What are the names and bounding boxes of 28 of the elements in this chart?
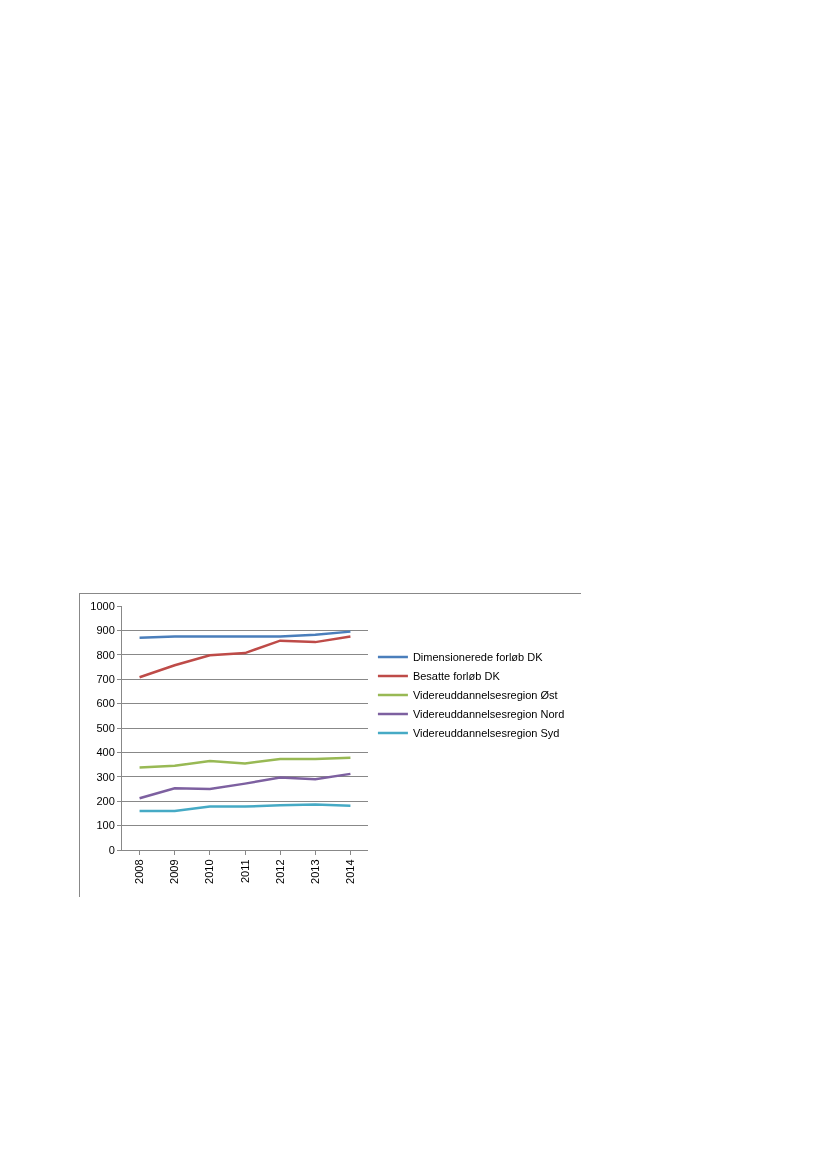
x-tick-label: 2013 <box>308 859 321 884</box>
legend-label: Videreuddannelsesregion Nord <box>412 708 565 721</box>
legend-label: Dimensionerede forløb DK <box>412 651 544 664</box>
y-tick-label: 1000 <box>90 599 115 612</box>
x-tick-label: 2011 <box>238 859 251 884</box>
line-series <box>138 772 352 800</box>
x-tick-label: 2009 <box>168 859 181 884</box>
y-tick-label: 200 <box>96 795 115 808</box>
line-series <box>138 635 352 679</box>
y-tick-label: 800 <box>96 648 115 661</box>
x-tick-label: 2010 <box>203 859 216 884</box>
legend-label: Videreuddannelsesregion Syd <box>412 727 560 740</box>
y-tick-label: 0 <box>108 843 115 856</box>
y-tick-label: 600 <box>96 697 115 710</box>
y-tick-label: 900 <box>96 624 115 637</box>
legend-label: Besatte forløb DK <box>412 670 501 683</box>
legend-label: Videreuddannelsesregion Øst <box>412 689 558 702</box>
y-tick-label: 700 <box>96 673 115 686</box>
x-tick-label: 2012 <box>273 859 286 884</box>
y-tick-label: 400 <box>96 746 115 759</box>
x-tick-label: 2014 <box>344 859 357 884</box>
line-series <box>138 630 352 639</box>
line-series <box>138 803 352 813</box>
y-tick-label: 500 <box>96 721 115 734</box>
y-tick-label: 300 <box>96 770 115 783</box>
x-tick-label: 2008 <box>133 859 146 884</box>
y-tick-label: 100 <box>96 819 115 832</box>
line-series <box>138 756 352 769</box>
